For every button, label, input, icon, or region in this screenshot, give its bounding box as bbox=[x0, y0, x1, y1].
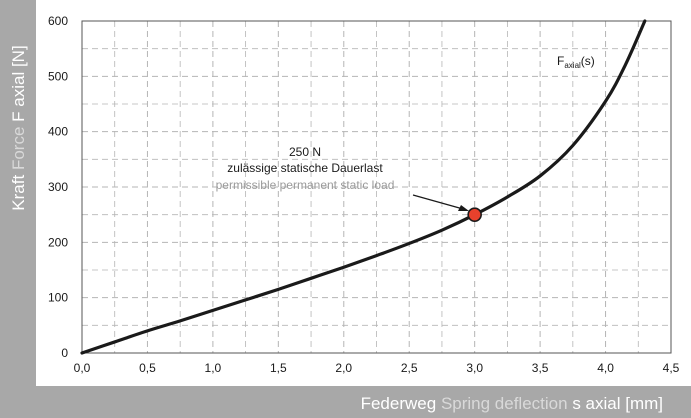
data-point-marker bbox=[468, 208, 481, 221]
x-tick-label: 1,5 bbox=[270, 361, 287, 375]
y-axis-title-de: Kraft bbox=[9, 175, 28, 211]
x-tick-label: 2,5 bbox=[401, 361, 418, 375]
annotation-english: permissible permanent static load bbox=[216, 178, 395, 192]
y-axis-title: Kraft Force F axial [N] bbox=[9, 45, 28, 210]
x-tick-label: 2,0 bbox=[335, 361, 352, 375]
y-tick-label: 600 bbox=[48, 14, 68, 28]
x-tick-label: 0,0 bbox=[74, 361, 91, 375]
x-axis-title: Federweg Spring deflection s axial [mm] bbox=[361, 394, 663, 413]
y-tick-label: 100 bbox=[48, 291, 68, 305]
x-axis-title-symbol: s axial [mm] bbox=[572, 394, 663, 413]
x-tick-label: 1,0 bbox=[205, 361, 222, 375]
series-label-subscript: axial bbox=[564, 61, 581, 70]
annotation-german: zulässige statische Dauerlast bbox=[227, 161, 383, 175]
y-axis-title-symbol: F axial [N] bbox=[9, 45, 28, 122]
x-axis-title-en: Spring deflection bbox=[441, 394, 568, 413]
y-tick-label: 200 bbox=[48, 235, 68, 249]
x-tick-label: 3,5 bbox=[532, 361, 549, 375]
y-tick-label: 400 bbox=[48, 125, 68, 139]
series-label-name: F bbox=[557, 54, 564, 68]
y-tick-label: 0 bbox=[61, 346, 68, 360]
x-axis-title-de: Federweg bbox=[361, 394, 437, 413]
y-tick-label: 300 bbox=[48, 180, 68, 194]
x-tick-label: 4,0 bbox=[597, 361, 614, 375]
x-tick-label: 3,0 bbox=[466, 361, 483, 375]
x-tick-label: 0,5 bbox=[139, 361, 156, 375]
x-tick-label: 4,5 bbox=[663, 361, 680, 375]
series-label-suffix: (s) bbox=[581, 54, 595, 68]
y-axis-title-en: Force bbox=[9, 127, 28, 170]
annotation-value: 250 N bbox=[289, 145, 321, 159]
y-tick-label: 500 bbox=[48, 69, 68, 83]
